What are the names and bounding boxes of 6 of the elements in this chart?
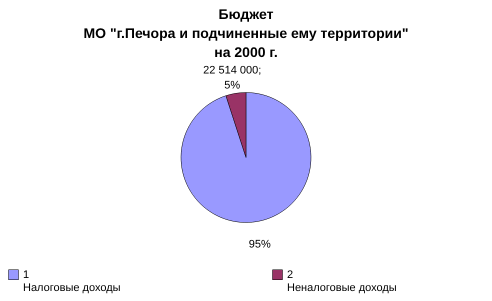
- legend-label: 2 Неналоговые доходы: [287, 268, 397, 294]
- legend-label: 1 Налоговые доходы: [23, 268, 121, 294]
- pie-slice: [180, 92, 312, 223]
- data-label: 95%: [248, 238, 271, 250]
- chart-title: Бюджет МО "г.Печора и подчиненные ему территории" на 2000 г.: [84, 6, 408, 60]
- data-label: 22 514 000; 5%: [203, 64, 262, 92]
